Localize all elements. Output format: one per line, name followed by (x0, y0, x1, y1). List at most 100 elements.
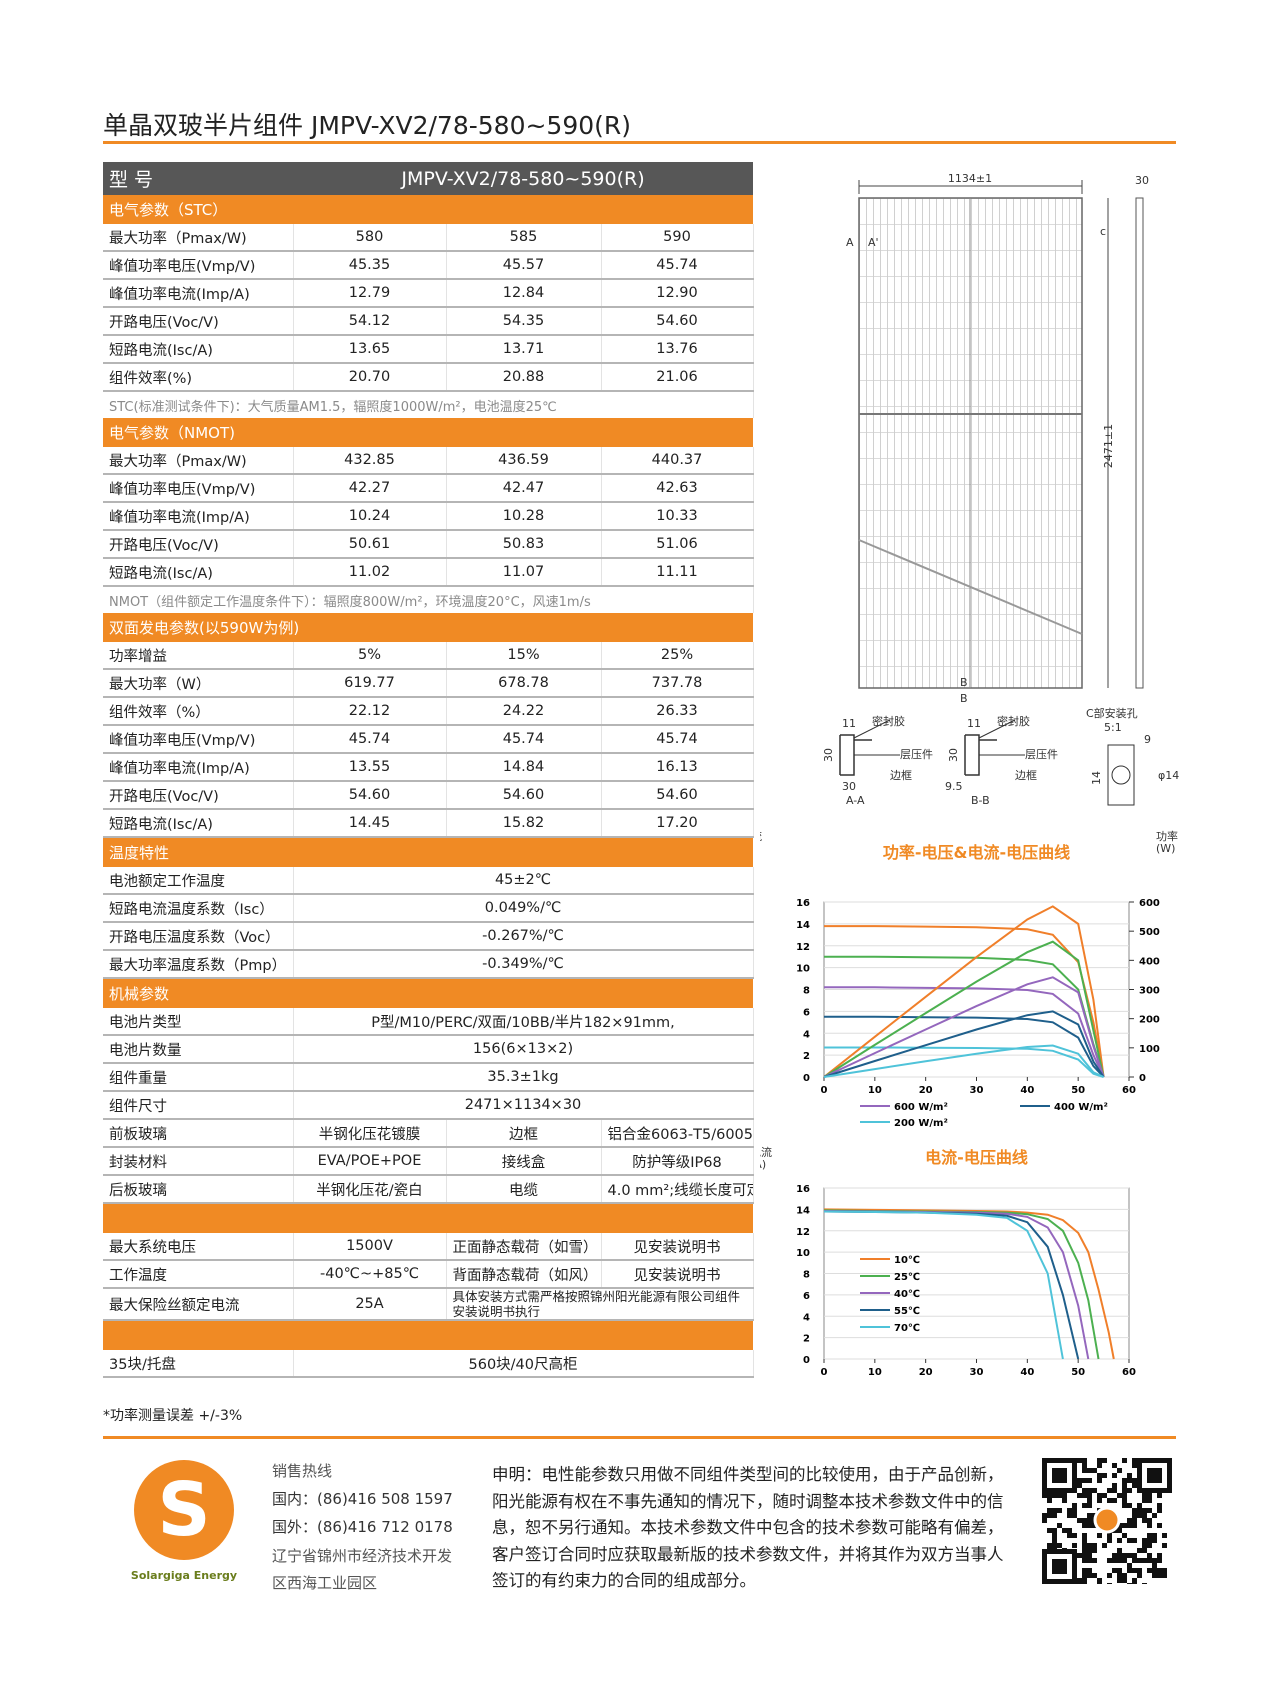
table-cell: 峰值功率电流(Imp/A) (103, 279, 294, 308)
qr-module (1122, 1523, 1127, 1528)
qr-module (1147, 1468, 1162, 1483)
qr-module (1062, 1493, 1067, 1498)
statement: 申明：电性能参数只用做不同组件类型间的比较使用，由于产品创新，阳光能源有权在不事… (492, 1465, 1004, 1590)
table-cell: 51.06 (601, 530, 754, 559)
qr-module (1082, 1543, 1087, 1548)
table-cell: 20.70 (293, 363, 447, 392)
qr-module (1042, 1493, 1047, 1498)
title: 单晶双玻半片组件 JMPV-XV2/78-580~590(R) (103, 111, 632, 140)
qr-module (1057, 1523, 1062, 1528)
table-cell: 10.28 (446, 502, 602, 531)
qr-module (1052, 1528, 1057, 1533)
qr-module (1157, 1508, 1162, 1513)
table-row: 电池片类型 P型/M10/PERC/双面/10BB/半片182×91mm, (103, 1008, 754, 1036)
qr-module (1132, 1558, 1137, 1563)
qr-module (1087, 1573, 1092, 1578)
series-line (823, 976, 1105, 1078)
qr-module (1102, 1458, 1107, 1463)
table-cell: 工作温度 (103, 1260, 294, 1289)
qr-module (1077, 1483, 1082, 1488)
qr-module (1107, 1488, 1112, 1493)
y-tick-label: 12 (796, 942, 810, 953)
qr-module (1127, 1478, 1132, 1483)
table-cell: 短路电流(Isc/A) (103, 558, 294, 587)
table-cell: 开路电压(Voc/V) (103, 307, 294, 336)
y-tick-label: 4 (803, 1312, 810, 1323)
qr-module (1082, 1568, 1087, 1573)
qr-module (1072, 1533, 1077, 1538)
qr-module (1152, 1573, 1157, 1578)
qr-module (1087, 1468, 1092, 1473)
qr-module (1127, 1503, 1132, 1508)
qr-module (1067, 1508, 1072, 1513)
qr-module (1087, 1548, 1092, 1553)
qr-module (1082, 1573, 1087, 1578)
qr-module (1152, 1513, 1157, 1518)
qr-module (1107, 1573, 1112, 1578)
qr-module (1117, 1468, 1122, 1473)
table-row: 峰值功率电流(Imp/A) 13.55 14.84 16.13 (103, 753, 754, 782)
qr-module (1102, 1473, 1107, 1478)
x-tick-label: 60 (1122, 1085, 1136, 1096)
table-cell: 最大功率（Pmax/W) (103, 447, 294, 475)
phone: 国外：(86)416 712 0178 (272, 1518, 453, 1536)
table-cell: 14.84 (446, 753, 602, 782)
axis-label: 电流 (760, 829, 762, 843)
qr-module (1082, 1458, 1087, 1463)
qr-module (1147, 1493, 1152, 1498)
table-cell: 432.85 (293, 447, 447, 475)
table-cell: 正面静态载荷（如雪） (446, 1233, 602, 1261)
address: 辽宁省锦州市经济技术开发区西海工业园区 (272, 1547, 453, 1592)
qr-module (1162, 1573, 1167, 1578)
dim: 11 (967, 717, 981, 730)
table-cell: 11.11 (601, 558, 754, 587)
qr-module (1132, 1458, 1137, 1463)
y-tick-label: 16 (796, 898, 810, 909)
table-row: 峰值功率电流(Imp/A) 10.24 10.28 10.33 (103, 502, 754, 531)
table-row: 短路电流温度系数（Isc） 0.049%/℃ (103, 894, 754, 923)
qr-module (1137, 1513, 1142, 1518)
qr-module (1147, 1553, 1152, 1558)
qr-module (1047, 1508, 1052, 1513)
qr-module (1117, 1553, 1122, 1558)
qr-module (1137, 1548, 1142, 1553)
table-cell: 4.0 mm²;线缆长度可定制 (601, 1175, 754, 1204)
qr-module (1157, 1553, 1162, 1558)
legend-label: 200 W/m² (894, 1118, 948, 1129)
qr-module (1142, 1513, 1147, 1518)
qr-module (1067, 1533, 1072, 1538)
qr-module (1077, 1493, 1082, 1498)
qr-module (1157, 1573, 1162, 1578)
company: Solargiga Energy (131, 1569, 237, 1582)
qr-module (1052, 1543, 1057, 1548)
qr-module (1097, 1578, 1102, 1583)
qr-module (1117, 1558, 1122, 1563)
qr-module (1117, 1548, 1122, 1553)
qr-module (1147, 1558, 1152, 1563)
table-cell: 590 (601, 224, 754, 252)
table-row: 最大功率温度系数（Pmp） -0.349%/℃ (103, 950, 754, 979)
header-row: 型 号 JMPV-XV2/78-580~590(R) (103, 162, 754, 195)
legend-label: 10℃ (894, 1255, 920, 1266)
qr-module (1157, 1558, 1162, 1563)
qr-module (1127, 1553, 1132, 1558)
qr-module (1162, 1543, 1167, 1548)
qr-module (1132, 1463, 1137, 1468)
qr-module (1117, 1523, 1122, 1528)
qr-module (1112, 1558, 1117, 1563)
qr-module (1142, 1543, 1147, 1548)
qr-module (1112, 1568, 1117, 1573)
table-cell: 45±2℃ (293, 867, 754, 895)
table-cell: P型/M10/PERC/双面/10BB/半片182×91mm, (293, 1008, 754, 1036)
qr-module (1072, 1513, 1077, 1518)
table-cell: 峰值功率电流(Imp/A) (103, 502, 294, 531)
mark: c (1100, 225, 1106, 238)
qr-module (1147, 1498, 1152, 1503)
qr-module (1152, 1563, 1157, 1568)
qr-module (1087, 1498, 1092, 1503)
note-row: NMOT（组件额定工作温度条件下）：辐照度800W/m²，环境温度20°C，风速… (103, 586, 754, 613)
qr-module (1042, 1513, 1047, 1518)
x-tick-label: 50 (1071, 1085, 1085, 1096)
table-cell: 5% (293, 642, 447, 670)
table-cell: 电池片数量 (103, 1035, 294, 1064)
